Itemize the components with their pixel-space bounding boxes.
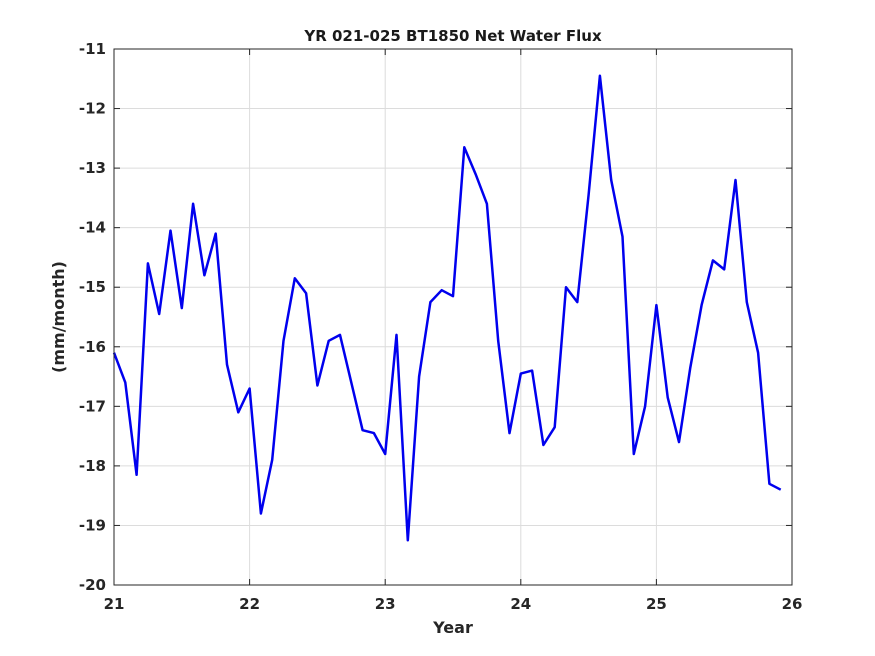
x-tick-label: 22 — [239, 595, 260, 613]
plot-background — [114, 49, 792, 585]
y-axis-label: (mm/month) — [49, 261, 68, 373]
x-tick-labels: 21 22 23 24 25 26 — [104, 595, 803, 613]
x-tick-label: 23 — [375, 595, 396, 613]
y-tick-label: -12 — [79, 100, 106, 118]
x-tick-label: 24 — [510, 595, 531, 613]
chart-title: YR 021-025 BT1850 Net Water Flux — [303, 27, 602, 45]
y-tick-label: -11 — [79, 40, 106, 58]
data-layer — [112, 74, 782, 542]
y-tick-label: -17 — [79, 397, 106, 415]
y-tick-label: -15 — [79, 278, 106, 296]
y-tick-label: -20 — [79, 576, 106, 594]
x-tick-label: 25 — [646, 595, 667, 613]
x-tick-label: 26 — [782, 595, 803, 613]
x-axis-label: Year — [432, 618, 473, 637]
y-tick-label: -13 — [79, 159, 106, 177]
plot-frame — [113, 48, 793, 586]
y-tick-labels: -20 -19 -18 -17 -16 -15 -14 -13 -12 -11 — [79, 40, 106, 594]
axis-ticks — [113, 48, 793, 586]
y-tick-label: -16 — [79, 338, 106, 356]
y-tick-label: -19 — [79, 516, 106, 534]
x-tick-label: 21 — [104, 595, 125, 613]
y-tick-label: -18 — [79, 457, 106, 475]
y-tick-label: -14 — [79, 219, 106, 237]
series-line — [112, 74, 782, 542]
